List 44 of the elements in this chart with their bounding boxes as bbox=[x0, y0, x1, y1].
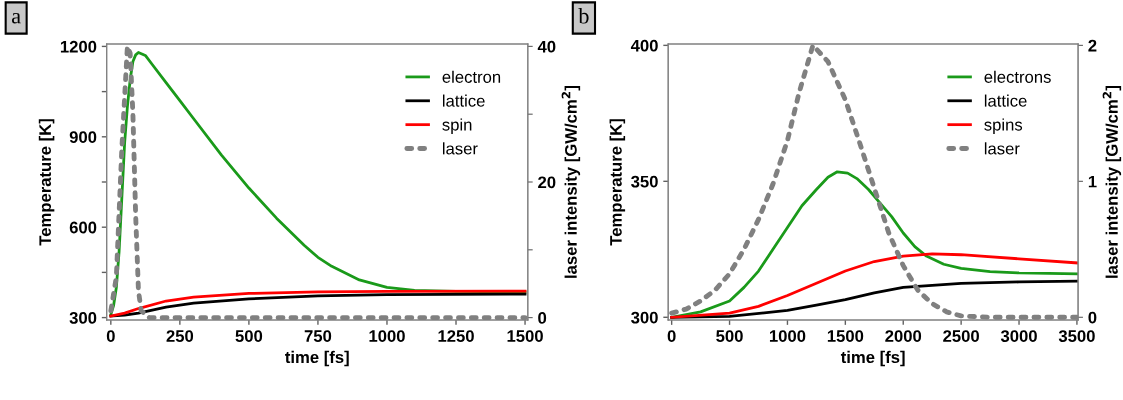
y2-axis-title: laser intensity [GW/cm$^{2}$] bbox=[561, 85, 581, 278]
x-tick-label: 750 bbox=[304, 330, 332, 342]
y-tick-label: 600 bbox=[69, 221, 97, 234]
legend-label: electron bbox=[442, 70, 501, 83]
y-tick-label: 1200 bbox=[60, 40, 97, 53]
x-tick-label: 1500 bbox=[507, 330, 543, 342]
x-axis-title: time [fs] bbox=[285, 350, 349, 367]
x-tick-label: 3500 bbox=[1058, 330, 1095, 342]
y-tick-label: 900 bbox=[69, 131, 97, 144]
x-tick-label: 2000 bbox=[885, 330, 922, 342]
y-axis-title: Temperature [K] bbox=[609, 119, 626, 246]
x-tick-label: 1000 bbox=[769, 330, 806, 342]
x-tick-label: 1250 bbox=[438, 330, 474, 342]
y2-axis-title: laser intensity [GW/cm$^{2}$] bbox=[1102, 85, 1122, 278]
x-tick-label: 0 bbox=[106, 330, 115, 342]
x-tick-label: 3000 bbox=[1000, 330, 1037, 342]
x-tick-label: 1000 bbox=[369, 330, 405, 342]
x-tick-label: 0 bbox=[667, 330, 676, 342]
legend-label: spin bbox=[442, 118, 472, 134]
x-tick-label: 250 bbox=[166, 330, 194, 342]
y-tick-label: 300 bbox=[631, 311, 658, 324]
y2-tick-label: 0 bbox=[1088, 311, 1097, 324]
legend-label: laser bbox=[984, 142, 1020, 155]
y2-tick-label: 1 bbox=[1088, 175, 1097, 188]
y2-tick-label: 40 bbox=[537, 40, 556, 53]
y2-tick-label: 20 bbox=[538, 176, 556, 189]
legend-label: lattice bbox=[442, 94, 485, 107]
x-tick-label: 1500 bbox=[827, 330, 864, 342]
y-tick-label: 350 bbox=[631, 175, 658, 188]
y-tick-label: 300 bbox=[69, 311, 97, 324]
text: b bbox=[578, 7, 589, 24]
y2-tick-label: 2 bbox=[1088, 39, 1097, 52]
legend-label: spins bbox=[984, 118, 1023, 134]
x-tick-label: 2500 bbox=[943, 330, 979, 342]
legend-label: lattice bbox=[984, 94, 1027, 107]
legend-label: electrons bbox=[984, 70, 1051, 83]
y-axis-title: Temperature [K] bbox=[38, 119, 55, 246]
text: a bbox=[12, 12, 21, 24]
y-tick-label: 400 bbox=[630, 39, 658, 52]
legend-label: laser bbox=[442, 142, 478, 155]
y2-tick-label: 0 bbox=[538, 312, 547, 324]
x-tick-label: 500 bbox=[235, 330, 263, 342]
x-axis-title: time [fs] bbox=[840, 350, 905, 367]
x-tick-label: 500 bbox=[716, 330, 743, 342]
